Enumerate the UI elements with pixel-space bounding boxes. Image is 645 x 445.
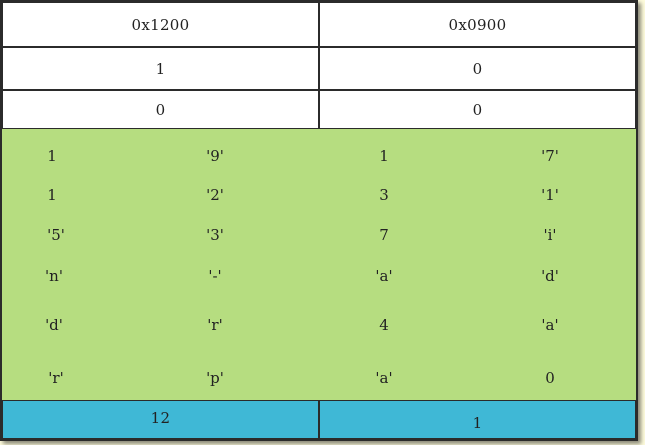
header-cell: 0x1200 (2, 2, 319, 47)
grid-value: 'r' (207, 316, 223, 334)
grid-value: 7 (379, 226, 389, 244)
grid-value: 1 (47, 147, 57, 165)
grid-value: '3' (206, 226, 224, 244)
data-grid: 1 '9' 1 '7' 1 '2' 3 '1' '5' '3' 7 'i' 'n… (2, 128, 636, 401)
grid-value: 1 (379, 147, 389, 165)
footer-cell: 1 (319, 400, 636, 439)
grid-value: 1 (47, 186, 57, 204)
grid-value: 4 (379, 316, 389, 334)
value-cell: 1 (2, 47, 319, 90)
grid-value: '2' (206, 186, 224, 204)
grid-value: 0 (545, 369, 555, 387)
grid-value: 'n' (45, 267, 63, 285)
grid-value: 'a' (541, 316, 559, 334)
grid-value: 'a' (375, 267, 393, 285)
grid-value: 'i' (543, 226, 557, 244)
grid-value: 'd' (541, 267, 559, 285)
grid-value: 3 (379, 186, 389, 204)
grid-value: 'a' (375, 369, 393, 387)
footer-cell: 12 (2, 400, 319, 439)
grid-value: '1' (541, 186, 559, 204)
grid-value: '5' (47, 226, 65, 244)
grid-value: 'p' (206, 369, 224, 387)
grid-value: 'd' (45, 316, 63, 334)
value-cell: 0 (319, 47, 636, 90)
grid-value: 'r' (48, 369, 64, 387)
grid-value: '7' (541, 147, 559, 165)
header-cell: 0x0900 (319, 2, 636, 47)
value-cell: 0 (2, 90, 319, 129)
value-cell: 0 (319, 90, 636, 129)
grid-value: '9' (206, 147, 224, 165)
grid-value: '-' (208, 267, 222, 285)
